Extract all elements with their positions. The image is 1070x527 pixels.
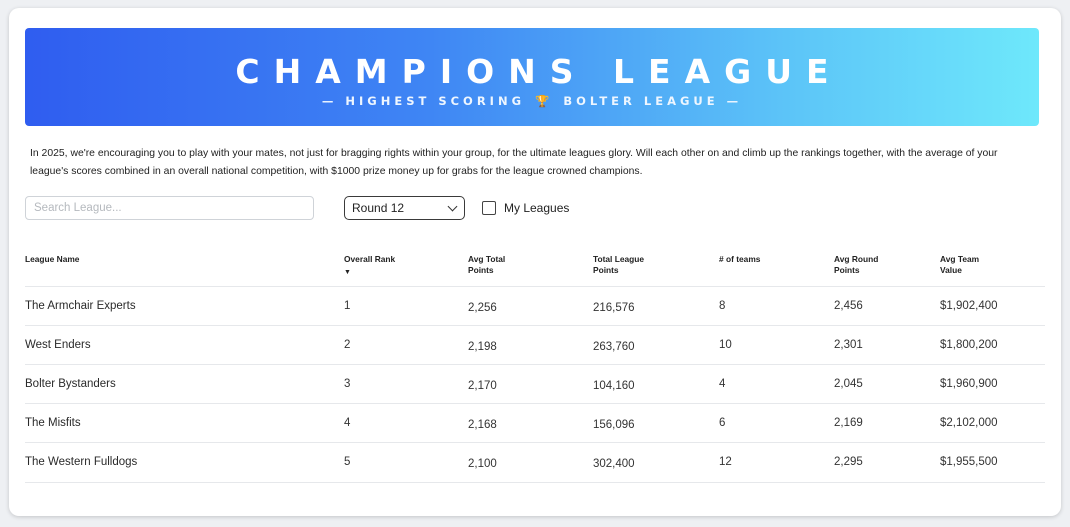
header-avg-team-value[interactable]: Avg Team Value	[940, 254, 979, 275]
avg-total-cell: 2,100	[468, 458, 497, 470]
sort-descending-icon: ▼	[344, 268, 351, 276]
league-name-cell[interactable]: The Misfits	[25, 417, 81, 429]
avg-total-cell: 2,170	[468, 380, 497, 392]
intro-line-1: In 2025, we're encouraging you to play w…	[30, 148, 998, 159]
avg-value-cell: $1,955,500	[940, 456, 998, 468]
league-name-cell[interactable]: The Western Fulldogs	[25, 456, 138, 468]
avg-value-cell: $1,800,200	[940, 339, 998, 351]
round-select[interactable]: Round 12	[344, 196, 465, 220]
header-avg-round-line2: Points	[834, 264, 860, 275]
teams-cell: 10	[719, 339, 732, 351]
avg-round-cell: 2,169	[834, 417, 863, 429]
intro-line-2: league's scores combined in an overall n…	[30, 166, 643, 177]
champions-league-banner: CHAMPIONS LEAGUE — HIGHEST SCORING 🏆 BOLTE…	[25, 28, 1039, 126]
teams-cell: 6	[719, 417, 726, 429]
round-select-value: Round 12	[352, 201, 405, 215]
banner-title: CHAMPIONS LEAGUE	[235, 52, 843, 91]
table-row-divider	[25, 403, 1045, 404]
league-name-cell[interactable]: Bolter Bystanders	[25, 378, 116, 390]
avg-round-cell: 2,295	[834, 456, 863, 468]
teams-cell: 12	[719, 456, 732, 468]
rank-cell: 3	[344, 378, 351, 390]
avg-total-cell: 2,256	[468, 302, 497, 314]
avg-round-cell: 2,456	[834, 300, 863, 312]
header-avg-round-points[interactable]: Avg Round Points	[834, 254, 878, 275]
rank-cell: 1	[344, 300, 351, 312]
teams-cell: 8	[719, 300, 726, 312]
banner-subtitle-right: BOLTER LEAGUE —	[563, 94, 743, 108]
league-name-cell[interactable]: West Enders	[25, 339, 91, 351]
avg-round-cell: 2,045	[834, 378, 863, 390]
banner-subtitle: — HIGHEST SCORING 🏆 BOLTER LEAGUE —	[25, 94, 1039, 108]
teams-cell: 4	[719, 378, 726, 390]
league-name-cell[interactable]: The Armchair Experts	[25, 300, 136, 312]
header-num-teams[interactable]: # of teams	[719, 254, 760, 265]
chevron-down-icon	[447, 201, 458, 212]
avg-value-cell: $1,960,900	[940, 378, 998, 390]
table-row-divider	[25, 442, 1045, 443]
total-league-cell: 263,760	[593, 341, 635, 353]
header-total-league-line1: Total League	[593, 254, 645, 264]
header-overall-rank-label: Overall Rank	[344, 254, 396, 264]
trophy-icon: 🏆	[535, 94, 550, 108]
my-leagues-label: My Leagues	[504, 201, 570, 215]
rank-cell: 2	[344, 339, 351, 351]
header-avg-value-line2: Value	[940, 264, 962, 275]
header-num-teams-label: # of teams	[719, 254, 761, 264]
total-league-cell: 216,576	[593, 302, 635, 314]
avg-total-cell: 2,168	[468, 419, 497, 431]
banner-subtitle-left: — HIGHEST SCORING	[321, 94, 526, 108]
rank-cell: 4	[344, 417, 351, 429]
avg-round-cell: 2,301	[834, 339, 863, 351]
header-avg-total-line2: Points	[468, 264, 494, 275]
header-avg-value-line1: Avg Team	[940, 254, 980, 264]
total-league-cell: 156,096	[593, 419, 635, 431]
header-league-name[interactable]: League Name	[25, 254, 79, 265]
header-total-league-line2: Points	[593, 264, 619, 275]
header-avg-total-line1: Avg Total	[468, 254, 506, 264]
header-avg-total-points[interactable]: Avg Total Points	[468, 254, 505, 275]
table-divider	[25, 286, 1045, 287]
avg-value-cell: $1,902,400	[940, 300, 998, 312]
avg-total-cell: 2,198	[468, 341, 497, 353]
intro-text: In 2025, we're encouraging you to play w…	[30, 145, 1040, 181]
my-leagues-toggle[interactable]: My Leagues	[482, 200, 569, 216]
table-row-divider	[25, 325, 1045, 326]
header-total-league-points[interactable]: Total League Points	[593, 254, 644, 275]
header-overall-rank[interactable]: Overall Rank ▼	[344, 254, 395, 278]
champions-league-card: CHAMPIONS LEAGUE — HIGHEST SCORING 🏆 BOLTE…	[9, 8, 1061, 516]
my-leagues-checkbox[interactable]	[482, 201, 496, 215]
total-league-cell: 104,160	[593, 380, 635, 392]
table-row-divider	[25, 364, 1045, 365]
total-league-cell: 302,400	[593, 458, 635, 470]
avg-value-cell: $2,102,000	[940, 417, 998, 429]
search-league-input[interactable]	[25, 196, 314, 220]
rank-cell: 5	[344, 456, 351, 468]
table-row-divider	[25, 482, 1045, 483]
header-league-name-label: League Name	[25, 254, 80, 264]
header-avg-round-line1: Avg Round	[834, 254, 879, 264]
